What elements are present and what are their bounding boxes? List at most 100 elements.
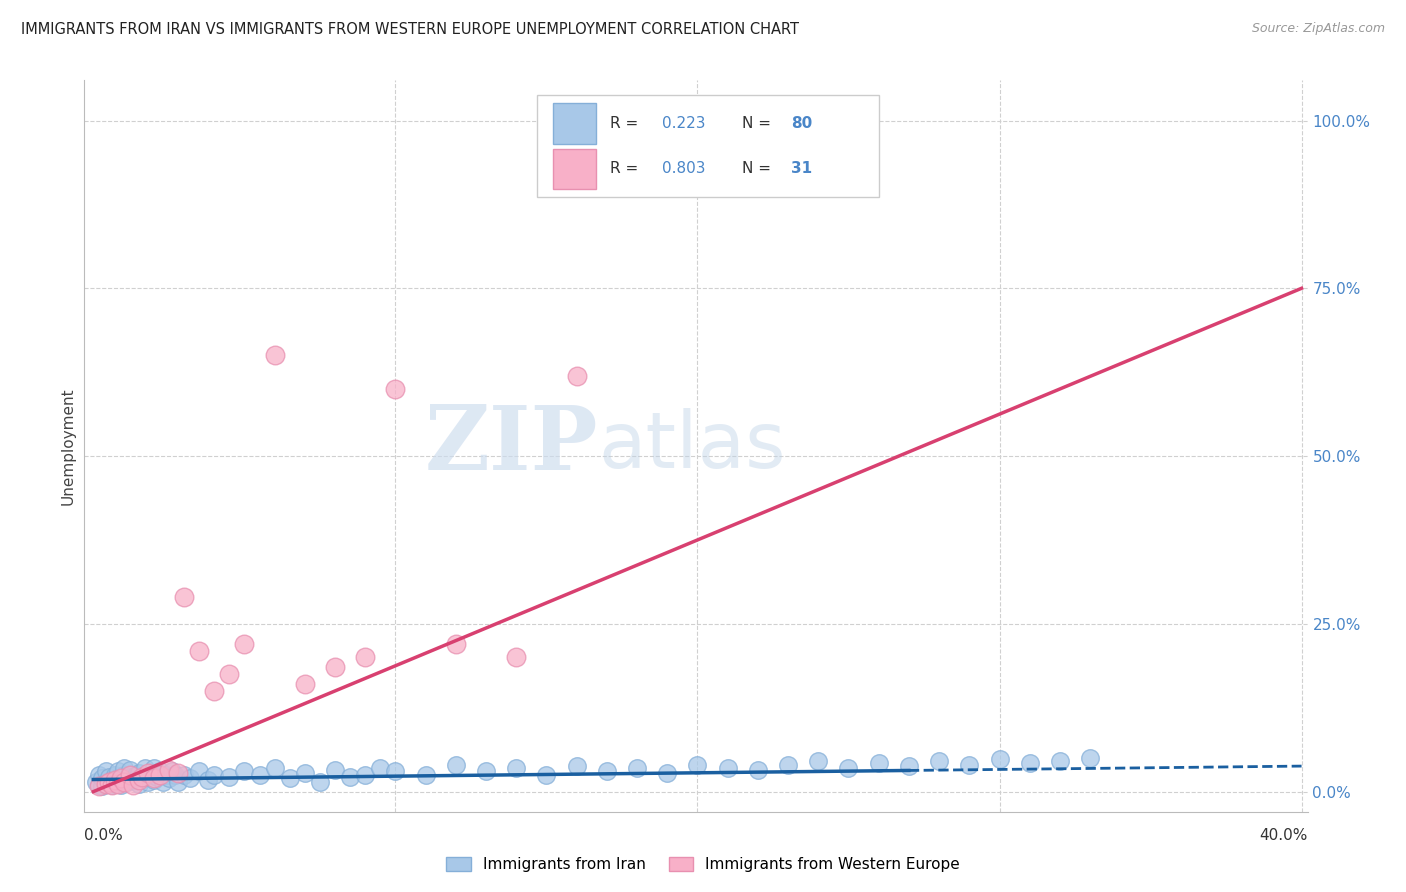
Point — [354, 650, 377, 665]
FancyBboxPatch shape — [537, 95, 880, 197]
Point — [128, 776, 150, 790]
Point — [136, 774, 159, 789]
Point — [278, 771, 301, 785]
Point — [444, 757, 467, 772]
Point — [188, 764, 211, 779]
Point — [89, 779, 111, 793]
Point — [103, 776, 125, 790]
Point — [354, 768, 377, 782]
Point — [115, 774, 138, 789]
Point — [167, 774, 190, 789]
Text: atlas: atlas — [598, 408, 786, 484]
Point — [125, 768, 148, 782]
Point — [988, 752, 1011, 766]
Point — [868, 756, 890, 771]
Text: Source: ZipAtlas.com: Source: ZipAtlas.com — [1251, 22, 1385, 36]
Point — [610, 127, 633, 141]
Point — [928, 755, 950, 769]
Text: 0.0%: 0.0% — [84, 829, 124, 844]
Point — [121, 772, 143, 787]
Point — [294, 677, 316, 691]
Point — [89, 768, 111, 782]
Text: N =: N = — [742, 161, 776, 176]
Point — [100, 778, 122, 792]
Point — [565, 368, 588, 383]
Point — [131, 771, 153, 785]
Point — [249, 768, 271, 782]
Point — [626, 761, 648, 775]
Point — [309, 774, 332, 789]
Point — [1049, 755, 1071, 769]
Point — [142, 771, 165, 785]
Point — [807, 755, 830, 769]
Point — [294, 765, 316, 780]
Point — [475, 764, 498, 779]
Point — [323, 660, 346, 674]
Point — [505, 761, 527, 775]
Point — [717, 761, 740, 775]
Point — [97, 774, 120, 789]
Point — [94, 764, 117, 779]
Point — [263, 761, 285, 775]
Point — [112, 774, 135, 789]
Y-axis label: Unemployment: Unemployment — [60, 387, 76, 505]
Legend: Immigrants from Iran, Immigrants from Western Europe: Immigrants from Iran, Immigrants from We… — [439, 849, 967, 880]
Text: 0.803: 0.803 — [662, 161, 706, 176]
Point — [152, 774, 174, 789]
Point — [103, 768, 125, 782]
Point — [112, 768, 135, 782]
Point — [167, 765, 190, 780]
Point — [197, 772, 219, 787]
Point — [146, 770, 169, 784]
Point — [384, 764, 406, 779]
Point — [233, 637, 256, 651]
Point — [1078, 751, 1101, 765]
Point — [1018, 756, 1040, 771]
Point — [103, 772, 125, 787]
Point — [100, 772, 122, 787]
Point — [110, 772, 132, 787]
FancyBboxPatch shape — [553, 149, 596, 189]
Point — [91, 779, 114, 793]
Point — [897, 759, 920, 773]
Point — [179, 771, 201, 785]
Point — [157, 771, 180, 785]
Point — [112, 761, 135, 775]
Text: IMMIGRANTS FROM IRAN VS IMMIGRANTS FROM WESTERN EUROPE UNEMPLOYMENT CORRELATION : IMMIGRANTS FROM IRAN VS IMMIGRANTS FROM … — [21, 22, 799, 37]
Point — [94, 776, 117, 790]
Point — [218, 667, 240, 681]
Point — [149, 768, 172, 782]
Point — [128, 765, 150, 780]
Text: R =: R = — [610, 161, 644, 176]
Point — [110, 771, 132, 785]
Point — [97, 774, 120, 789]
Point — [97, 770, 120, 784]
Point — [118, 770, 141, 784]
Point — [155, 768, 177, 782]
Point — [110, 778, 132, 792]
Point — [263, 348, 285, 362]
Text: N =: N = — [742, 116, 776, 131]
Point — [444, 637, 467, 651]
Text: 40.0%: 40.0% — [1260, 829, 1308, 844]
Point — [202, 768, 225, 782]
Point — [415, 768, 437, 782]
Point — [89, 778, 111, 792]
Point — [136, 765, 159, 780]
Point — [107, 771, 129, 785]
Point — [118, 768, 141, 782]
Point — [188, 643, 211, 657]
Text: 31: 31 — [792, 161, 813, 176]
Point — [384, 382, 406, 396]
Point — [163, 768, 186, 782]
Point — [139, 768, 162, 782]
Point — [128, 772, 150, 787]
Point — [121, 778, 143, 792]
Point — [505, 650, 527, 665]
Point — [778, 757, 800, 772]
Point — [596, 764, 619, 779]
Point — [107, 776, 129, 790]
Point — [536, 768, 558, 782]
Point — [107, 764, 129, 779]
Point — [91, 771, 114, 785]
